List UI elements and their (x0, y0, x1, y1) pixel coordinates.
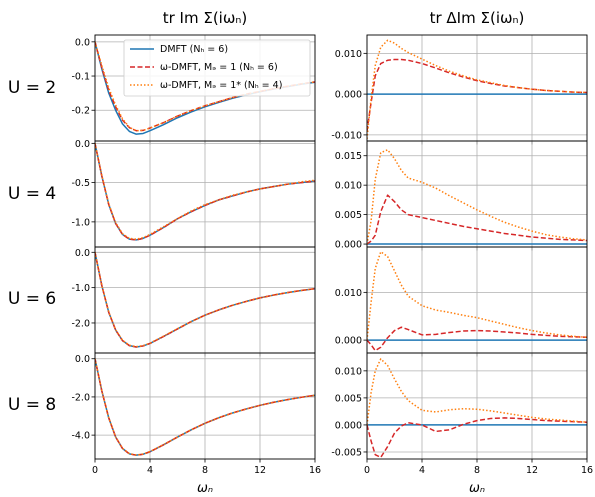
y-tick-label: 0.010 (335, 288, 362, 299)
right-column-title: tr ΔIm Σ(iωₙ) (430, 9, 525, 27)
series-line-wdmft-nb6 (367, 417, 587, 459)
x-tick-label: 0 (92, 465, 98, 476)
x-tick-label: 16 (309, 465, 321, 476)
y-tick-label: -1.0 (71, 217, 90, 228)
right-x-axis-label: ωₙ (469, 481, 485, 496)
y-tick-label: -0.010 (331, 130, 362, 141)
x-tick-label: 16 (581, 465, 593, 476)
series-line-wdmft-nb6 (367, 194, 587, 245)
y-tick-label: 0.000 (335, 240, 362, 251)
y-tick-label: 0.015 (335, 151, 362, 162)
y-tick-label: 0.010 (335, 366, 362, 377)
panel-frame (366, 352, 588, 460)
left-column-title: tr Im Σ(iωₙ) (163, 9, 248, 27)
panel-2-im-sigma: 0.0 -0.5 -1.0 (71, 139, 316, 251)
y-tick-label: 0.0 (75, 248, 90, 259)
row-label-u2: U = 2 (8, 78, 56, 98)
row-label-u6: U = 6 (8, 289, 56, 309)
series-line-wdmft-nb4 (95, 41, 315, 132)
y-tick-label: 0.010 (335, 49, 362, 60)
series-line-wdmft-nb4 (95, 358, 315, 456)
y-tick-label: -0.5 (71, 178, 90, 189)
y-tick-label: 0.005 (335, 210, 362, 221)
panel-3-im-sigma: 0.0 -1.0 -2.0 (71, 246, 316, 357)
series-line-wdmft-nb6 (95, 358, 315, 456)
chart-panels: 0.0-0.1-0.20.0100.000-0.0100.0-0.5-1.00.… (71, 34, 593, 476)
legend: DMFT (Nₕ = 6) ω-DMFT, Mₔ = 1 (Nₕ = 6) ω-… (123, 39, 311, 97)
series-line-wdmft-nb4 (367, 358, 587, 426)
y-tick-label: 0.000 (335, 336, 362, 347)
y-tick-label: -2.0 (71, 392, 90, 403)
panel-frame (94, 352, 316, 460)
panel-4-im-sigma: 0 4 8 12 16 0.0 -2.0 -4.0 (71, 352, 321, 476)
panel-3-delta-im-sigma: 0.010 0.000 (335, 246, 588, 357)
x-tick-label: 12 (526, 465, 538, 476)
x-tick-label: 8 (202, 465, 208, 476)
panel-2-delta-im-sigma: 0.015 0.010 0.005 0.000 (335, 140, 588, 251)
y-tick-label: 0.0 (75, 354, 90, 365)
x-tick-label: 8 (474, 465, 480, 476)
series-line-wdmft-nb4 (367, 251, 587, 341)
legend-label-dmft: DMFT (Nₕ = 6) (160, 44, 228, 55)
series-line-wdmft-nb6 (95, 143, 315, 241)
y-tick-label: 0.0 (75, 37, 90, 48)
y-tick-label: 0.000 (335, 90, 362, 101)
legend-label-wdmft-nb6: ω-DMFT, Mₔ = 1 (Nₕ = 6) (160, 62, 278, 73)
y-tick-label: -4.0 (71, 431, 90, 442)
legend-box (123, 39, 311, 97)
series-line-wdmft-nb4 (367, 149, 587, 245)
x-tick-label: 12 (254, 465, 266, 476)
y-tick-label: -0.2 (71, 106, 90, 117)
series-line-wdmft-nb4 (95, 252, 315, 348)
y-tick-label: -2.0 (71, 318, 90, 329)
y-tick-label: -1.0 (71, 283, 90, 294)
series-line-wdmft-nb4 (367, 39, 587, 140)
row-label-u8: U = 8 (8, 395, 56, 415)
left-x-axis-label: ωₙ (197, 481, 213, 496)
legend-label-wdmft-nb4: ω-DMFT, Mₔ = 1* (Nₕ = 4) (160, 80, 282, 91)
panel-1-delta-im-sigma: 0.010 0.000 -0.010 (331, 34, 588, 145)
x-tick-label: 0 (364, 465, 370, 476)
y-tick-label: 0.0 (75, 139, 90, 150)
y-tick-label: -0.005 (331, 447, 362, 458)
row-label-u4: U = 4 (8, 184, 56, 204)
y-tick-label: 0.010 (335, 181, 362, 192)
x-tick-label: 4 (147, 465, 153, 476)
series-line-wdmft-nb6 (367, 326, 587, 352)
panel-4-delta-im-sigma: 0 4 8 12 16 0.010 0.005 0.000 -0.005 (331, 352, 593, 476)
y-tick-label: 0.000 (335, 420, 362, 431)
x-tick-label: 4 (419, 465, 425, 476)
y-tick-label: -0.1 (71, 72, 90, 83)
y-tick-label: 0.005 (335, 393, 362, 404)
